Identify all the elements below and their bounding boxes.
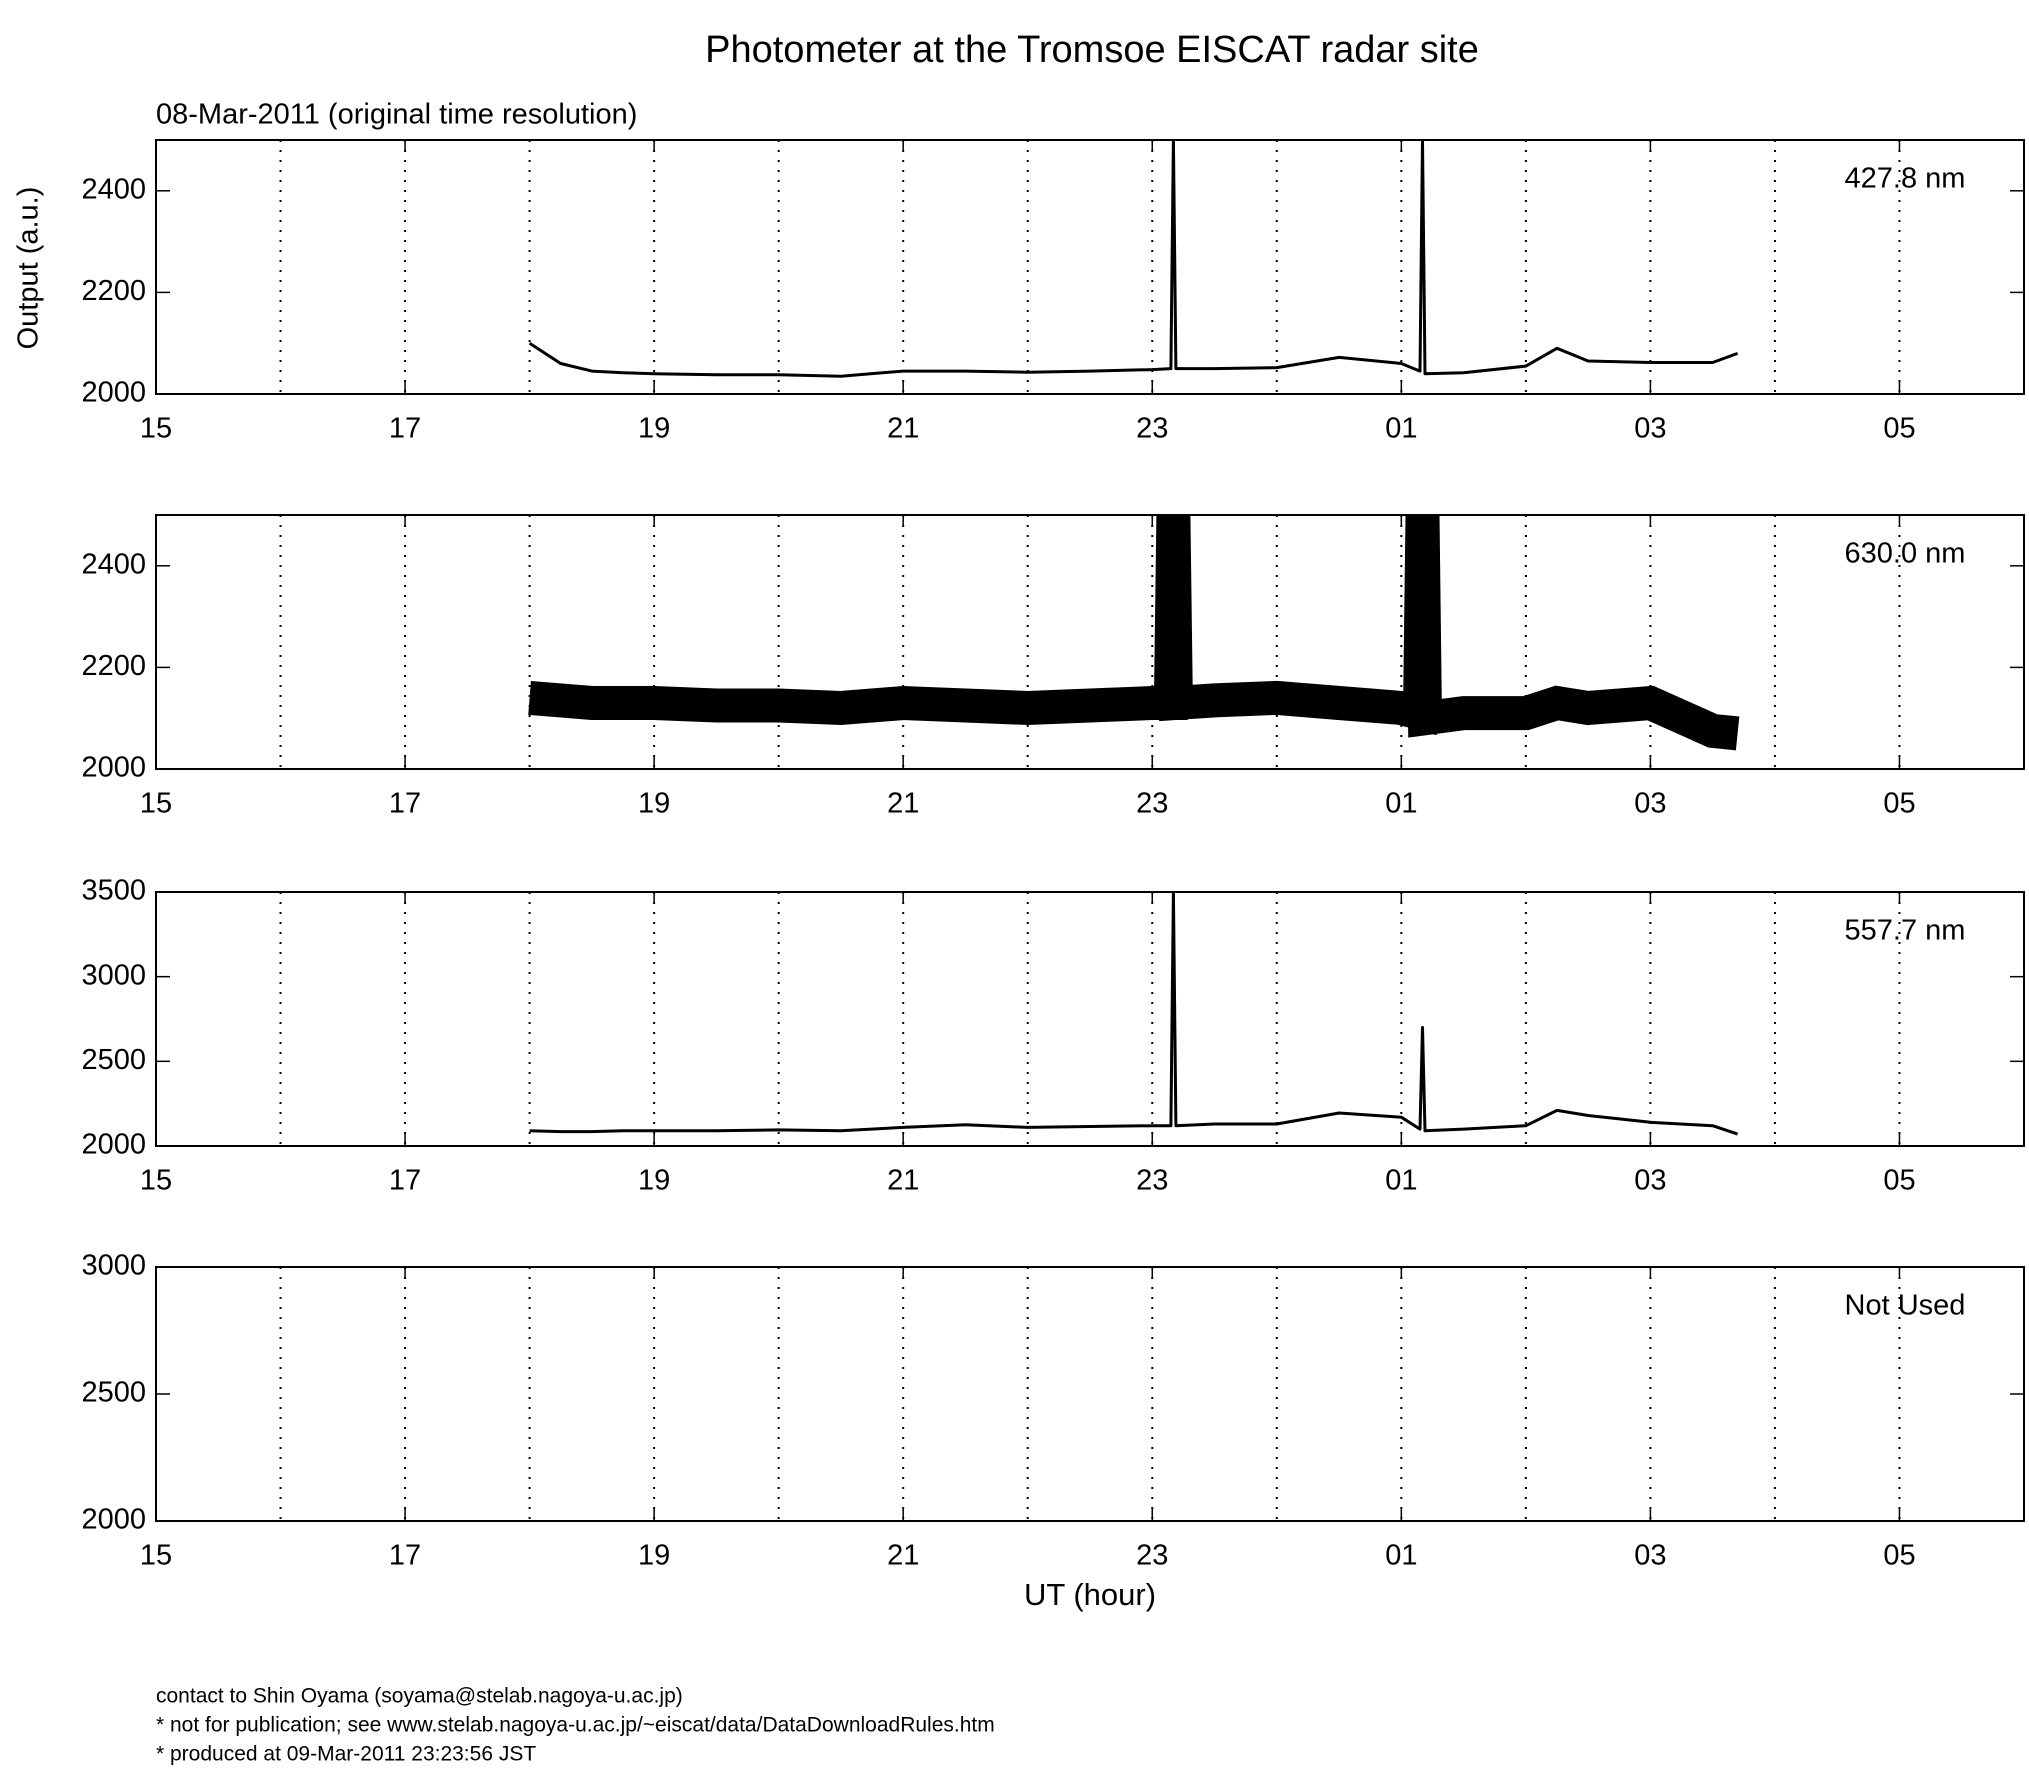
x-tick-label: 15	[140, 413, 172, 445]
data-line	[528, 515, 1740, 751]
x-tick-label: 19	[638, 1540, 670, 1572]
axes-frame	[155, 139, 2025, 395]
x-tick-label: 17	[389, 788, 421, 820]
x-tick-label: 03	[1634, 1165, 1666, 1197]
axes-frame	[155, 1266, 2025, 1522]
y-tick-label: 3000	[81, 1250, 146, 1282]
x-tick-label: 23	[1136, 1540, 1168, 1572]
panel: 15 17 19 21 23 01 03 05 2000 2500 3000 Not Used	[81, 1250, 2025, 1572]
panel: 15 17 19 21 23 01 03 05 2000 2200 2400 630.0 nm	[81, 514, 2025, 820]
x-tick-label: 19	[638, 1165, 670, 1197]
x-tick-label: 01	[1385, 1540, 1417, 1572]
x-tick-label: 23	[1136, 1165, 1168, 1197]
plot-area	[529, 892, 1739, 1136]
x-tick-label: 21	[887, 1540, 919, 1572]
x-tick-label: 01	[1385, 788, 1417, 820]
y-tick-label: 2400	[81, 173, 146, 205]
y-tick-label: 2400	[81, 548, 146, 580]
x-tick-label: 19	[638, 788, 670, 820]
x-tick-label: 03	[1634, 1540, 1666, 1572]
y-tick-label: 2200	[81, 650, 146, 682]
y-tick-label: 2500	[81, 1044, 146, 1076]
x-tick-label: 17	[389, 1165, 421, 1197]
x-tick-label: 23	[1136, 788, 1168, 820]
x-tick-label: 05	[1883, 1540, 1915, 1572]
y-tick-label: 2000	[81, 377, 146, 409]
axes-frame	[155, 891, 2025, 1147]
y-tick-label: 2000	[81, 1129, 146, 1161]
x-tick-label: 17	[389, 413, 421, 445]
x-tick-label: 21	[887, 788, 919, 820]
y-tick-label: 2200	[81, 275, 146, 307]
x-tick-label: 03	[1634, 788, 1666, 820]
y-tick-label: 2000	[81, 1504, 146, 1536]
x-tick-label: 01	[1385, 413, 1417, 445]
x-tick-label: 05	[1883, 413, 1915, 445]
y-tick-label: 2000	[81, 752, 146, 784]
x-tick-label: 15	[140, 1540, 172, 1572]
x-axis-label: UT (hour)	[1024, 1577, 1156, 1612]
chart-title: Photometer at the Tromsoe EISCAT radar s…	[705, 29, 1479, 71]
x-tick-label: 05	[1883, 1165, 1915, 1197]
data-line	[529, 892, 1739, 1136]
x-tick-label: 05	[1883, 788, 1915, 820]
panel-annotation: 557.7 nm	[1845, 915, 1966, 947]
x-tick-label: 21	[887, 413, 919, 445]
x-tick-label: 15	[140, 788, 172, 820]
x-tick-label: 21	[887, 1165, 919, 1197]
data-line	[528, 140, 1739, 378]
y-axis-label: Output (a.u.)	[13, 187, 45, 350]
x-tick-label: 19	[638, 413, 670, 445]
axes-frame	[155, 514, 2025, 770]
panel-annotation: 427.8 nm	[1845, 163, 1966, 195]
y-tick-label: 3000	[81, 959, 146, 991]
x-tick-label: 01	[1385, 1165, 1417, 1197]
x-tick-label: 17	[389, 1540, 421, 1572]
panel: 15 17 19 21 23 01 03 05 2000 2500 3000 3500 557.7 nm	[81, 875, 2025, 1197]
y-tick-label: 2500	[81, 1377, 146, 1409]
x-tick-label: 03	[1634, 413, 1666, 445]
panel-annotation: Not Used	[1845, 1290, 1966, 1322]
y-tick-label: 3500	[81, 875, 146, 907]
footer-line: * not for publication; see www.stelab.na…	[156, 1714, 995, 1737]
panel-annotation: 630.0 nm	[1845, 538, 1966, 570]
footer-line: * produced at 09-Mar-2011 23:23:56 JST	[156, 1743, 536, 1766]
x-tick-label: 23	[1136, 413, 1168, 445]
panel: 15 17 19 21 23 01 03 05 2000 2200 2400 427.8 nm	[81, 139, 2025, 445]
x-tick-label: 15	[140, 1165, 172, 1197]
footer-line: contact to Shin Oyama (soyama@stelab.nag…	[156, 1685, 683, 1708]
plot-area	[528, 515, 1740, 751]
plot-area	[528, 140, 1739, 378]
subtitle: 08-Mar-2011 (original time resolution)	[156, 99, 637, 131]
